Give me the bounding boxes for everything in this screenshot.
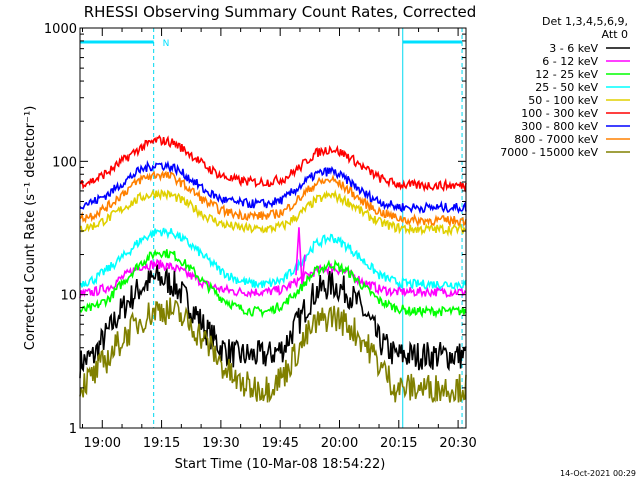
footer-timestamp: 14-Oct-2021 00:29 [560, 469, 636, 478]
series-line-3-6-kev [79, 264, 467, 379]
legend-header-0: Det 1,3,4,5,6,9, [542, 15, 628, 28]
legend-label-25-50-kev: 25 - 50 keV [535, 81, 598, 94]
series-line-100-300-kev [79, 134, 467, 193]
legend-header-1: Att 0 [602, 28, 628, 41]
legend-label-100-300-kev: 100 - 300 keV [521, 107, 598, 120]
x-tick-label-6: 20:30 [439, 436, 476, 451]
x-tick-label-1: 19:15 [143, 436, 180, 451]
chart-series-layer [79, 134, 467, 403]
y-axis-label: Corrected Count Rate (s⁻¹ detector⁻¹) [23, 106, 38, 351]
y-tick-label-1: 10 [60, 289, 77, 304]
annotation-label-0: N [163, 39, 170, 49]
series-line-12-25-kev [79, 248, 467, 319]
legend-label-800-7000-kev: 800 - 7000 keV [514, 133, 598, 146]
plot-frame [79, 27, 467, 429]
x-tick-label-5: 20:15 [380, 436, 417, 451]
series-line-6-12-kev [79, 258, 467, 299]
y-tick-label-3: 1000 [44, 22, 77, 37]
x-tick-label-2: 19:30 [202, 436, 239, 451]
legend-label-12-25-kev: 12 - 25 keV [535, 68, 598, 81]
x-tick-label-4: 20:00 [321, 436, 358, 451]
chart-title: RHESSI Observing Summary Count Rates, Co… [84, 3, 477, 21]
x-tick-label-0: 19:00 [84, 436, 121, 451]
x-tick-label-3: 19:45 [261, 436, 298, 451]
series-line-300-800-kev [79, 159, 467, 215]
x-axis-label: Start Time (10-Mar-08 18:54:22) [175, 457, 386, 472]
chart-axes: 1 10 100 1000 19:00 19:15 19:30 19:45 20:00 20:15… [44, 22, 477, 451]
y-tick-label-2: 100 [52, 155, 77, 170]
legend-label-7000-15000-kev: 7000 - 15000 keV [500, 146, 598, 159]
legend-label-3-6-kev: 3 - 6 keV [549, 42, 598, 55]
series-line-7000-15000-kev [79, 297, 467, 403]
legend-label-6-12-kev: 6 - 12 keV [542, 55, 598, 68]
y-tick-label-0: 1 [69, 422, 77, 437]
legend-label-300-800-kev: 300 - 800 keV [521, 120, 598, 133]
series-line-25-50-kev [79, 227, 467, 291]
legend-label-50-100-kev: 50 - 100 keV [528, 94, 598, 107]
series-line-50-100-kev [80, 188, 467, 237]
spike-marker [295, 227, 306, 285]
series-line-800-7000-kev [79, 170, 467, 228]
